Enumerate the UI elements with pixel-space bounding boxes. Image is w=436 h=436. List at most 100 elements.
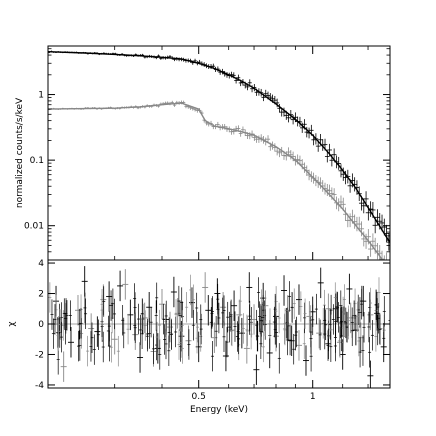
- xaxis-label: Energy (keV): [190, 405, 248, 415]
- residual-noise-229: [292, 333, 296, 365]
- spectrum-point-1-82: [234, 125, 238, 132]
- spectrum-point-0-141: [368, 201, 374, 217]
- spectrum-point-1-6: [61, 107, 64, 110]
- spectrum-point-0-15: [82, 51, 85, 54]
- spectrum-point-1-67: [200, 110, 204, 116]
- residual-point-1-12: [185, 325, 192, 356]
- spectrum-point-1-110: [297, 155, 303, 166]
- residual-noise-219: [382, 296, 386, 327]
- residual-ytick-label-1: -2: [35, 350, 44, 360]
- spectrum-point-1-59: [182, 100, 186, 105]
- spectrum-point-0-69: [204, 63, 209, 69]
- spectrum-point-1-74: [216, 121, 220, 128]
- residual-noise-243: [309, 323, 313, 354]
- residual-noise-83: [303, 302, 307, 334]
- spectrum-point-0-12: [75, 51, 78, 54]
- residual-noise-136: [199, 304, 203, 335]
- spectrum-point-0-18: [89, 52, 92, 54]
- residual-point-0-7: [137, 342, 144, 373]
- residual-noise-112: [109, 331, 113, 363]
- spectrum-point-1-54: [170, 100, 174, 105]
- spectrum-point-0-110: [297, 116, 303, 127]
- spectrum-point-1-95: [263, 137, 268, 146]
- residual-noise-33: [102, 286, 106, 317]
- spectrum-point-0-87: [245, 83, 250, 91]
- spectrum-point-1-147: [383, 255, 385, 260]
- spectrum-point-0-103: [281, 107, 287, 117]
- spectrum-point-1-73: [213, 123, 218, 130]
- residual-noise-133: [255, 309, 259, 341]
- residual-noise-257: [374, 321, 378, 352]
- spectrum-point-1-92: [256, 135, 261, 143]
- spectrum-point-1-79: [227, 126, 232, 133]
- residual-noise-170: [84, 298, 88, 330]
- spectrum-point-1-45: [150, 104, 154, 108]
- spectrum-point-0-7: [64, 51, 67, 53]
- residual-noise-175: [143, 310, 147, 341]
- spectrum-point-1-10: [70, 107, 73, 110]
- residual-noise-79: [292, 288, 296, 319]
- spectrum-point-0-32: [120, 53, 124, 56]
- spectrum-point-1-89: [250, 130, 255, 138]
- spectrum-point-0-5: [59, 51, 62, 53]
- spectrum-point-1-86: [243, 129, 248, 137]
- residual-noise-41: [101, 331, 105, 363]
- spectrum-ytick-label-1: 0.1: [30, 156, 44, 166]
- residual-noise-256: [140, 298, 144, 329]
- spectrum-point-1-12: [75, 107, 78, 110]
- spectrum-point-0-56: [175, 56, 179, 61]
- residual-noise-144: [53, 304, 57, 335]
- spectrum-point-1-36: [129, 105, 133, 108]
- spectrum-point-1-112: [302, 162, 307, 173]
- residual-noise-113: [238, 285, 242, 317]
- spectrum-model-line-0: [48, 51, 390, 244]
- spectrum-point-1-104: [284, 151, 289, 161]
- residual-noise-109: [274, 295, 278, 327]
- spectrum-point-1-146: [379, 250, 385, 260]
- spectrum-point-0-25: [104, 52, 108, 55]
- spectrum-point-1-38: [134, 105, 138, 108]
- spectrum-point-0-125: [331, 148, 337, 161]
- spectrum-point-0-2: [52, 51, 55, 53]
- residual-noise-255: [261, 302, 265, 333]
- data-layer: [48, 50, 390, 388]
- residual-noise-250: [79, 308, 83, 339]
- spectrum-point-0-117: [313, 133, 319, 145]
- spectrum-point-0-37: [132, 54, 135, 58]
- spectrum-point-0-113: [304, 126, 310, 138]
- residual-noise-248: [283, 308, 287, 339]
- residual-noise-206: [294, 319, 298, 351]
- residual-noise-200: [48, 282, 52, 313]
- spectrum-point-0-97: [268, 93, 273, 102]
- residual-noise-161: [111, 288, 115, 319]
- spectrum-point-1-33: [123, 106, 126, 109]
- spectrum-point-0-100: [275, 98, 280, 108]
- spectrum-point-1-77: [222, 123, 227, 130]
- residual-noise-178: [177, 285, 181, 317]
- spectrum-point-0-96: [265, 91, 271, 100]
- spectrum-point-1-94: [261, 135, 266, 144]
- residual-noise-117: [377, 277, 381, 308]
- spectrum-point-1-119: [318, 177, 323, 189]
- spectrum-point-0-115: [309, 124, 314, 136]
- residual-noise-232: [158, 309, 162, 341]
- residual-noise-89: [255, 320, 259, 352]
- residual-point-1-27: [336, 327, 343, 358]
- residual-point-1-23: [295, 330, 302, 361]
- residual-noise-225: [259, 328, 263, 360]
- spectrum-point-1-97: [268, 142, 273, 151]
- residual-noise-107: [185, 291, 189, 323]
- spectrum-point-1-48: [157, 104, 161, 108]
- spectrum-point-1-101: [277, 148, 282, 158]
- spectrum-point-1-134: [352, 214, 358, 229]
- residual-noise-182: [352, 300, 356, 331]
- residual-noise-259: [329, 314, 333, 346]
- spectrum-point-0-48: [157, 54, 161, 58]
- residual-noise-116: [277, 343, 281, 374]
- spectrum-point-0-136: [356, 186, 362, 202]
- spectrum-point-1-14: [79, 108, 83, 110]
- spectrum-point-1-17: [86, 107, 90, 109]
- spectrum-point-1-88: [247, 132, 252, 140]
- spectrum-point-1-63: [191, 106, 195, 111]
- residual-point-0-16: [214, 278, 221, 309]
